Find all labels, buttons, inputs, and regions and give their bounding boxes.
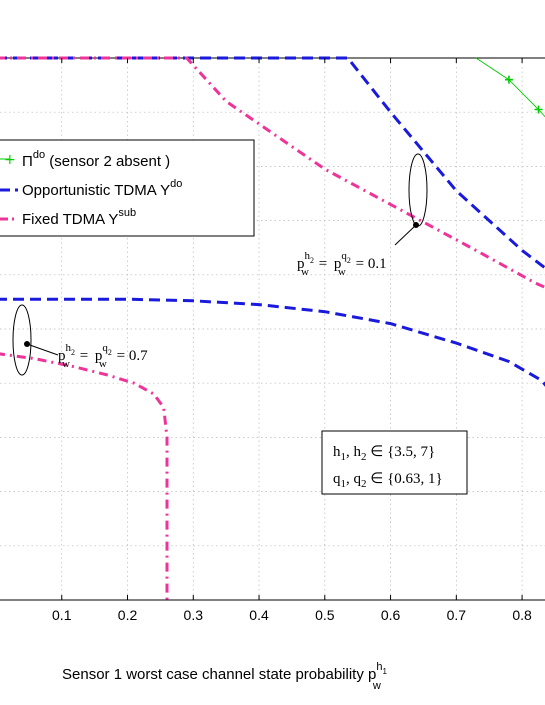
annotation-ellipse — [12, 304, 32, 376]
annotation-text: ph2 w = pq2 w = 0.7 — [58, 342, 148, 370]
x-tick-label: 0.5 — [315, 607, 335, 623]
annotation-p07: ph2 w = pq2 w = 0.7 — [12, 304, 148, 376]
annotation-text: ph2 w = pq2 w = 0.1 — [297, 250, 387, 278]
x-tick-label: 0.8 — [512, 607, 532, 623]
x-tick-label: 0.4 — [249, 607, 269, 623]
annotation-leader — [26, 343, 59, 356]
info-box-frame — [321, 430, 468, 495]
legend-item-pi: + Πdo (sensor 2 absent ) — [0, 149, 170, 170]
x-tick-label: 0.3 — [184, 607, 204, 623]
annotation-leader — [394, 224, 417, 246]
series-layer — [0, 56, 545, 600]
series-pi-marker — [534, 105, 543, 114]
x-tick-label: 0.2 — [118, 607, 138, 623]
info-box-line2: q1, q2 ∈ {0.63, 1} — [333, 471, 443, 490]
legend-item-opp: Opportunistic TDMA Υdo — [0, 178, 182, 199]
legend-swatch-marker: + — [4, 152, 16, 168]
series-opp-line — [0, 297, 545, 387]
legend-frame — [0, 139, 255, 237]
annotation-ellipse — [408, 153, 428, 227]
legend-label: Πdo (sensor 2 absent ) — [22, 149, 170, 170]
info-box-line1: h1, h2 ∈ {3.5, 7} — [333, 444, 435, 463]
legend-label: Fixed TDMA Υsub — [22, 207, 136, 228]
x-ticks: 0.10.20.30.40.50.60.70.80.91 — [52, 58, 532, 623]
series-fixed-line — [0, 56, 545, 289]
series-pi-marker — [504, 75, 513, 84]
annotation-p01: ph2 w = pq2 w = 0.1 — [297, 153, 428, 278]
info-box: h1, h2 ∈ {3.5, 7} q1, q2 ∈ {0.63, 1} — [321, 430, 468, 495]
x-tick-label: 0.1 — [52, 607, 72, 623]
x-tick-label: 0.6 — [381, 607, 401, 623]
legend: + Πdo (sensor 2 absent ) Opportunistic T… — [0, 139, 255, 237]
x-axis-label: Sensor 1 worst case channel state probab… — [62, 661, 387, 692]
grid — [0, 58, 545, 600]
legend-label: Opportunistic TDMA Υdo — [22, 178, 182, 199]
legend-item-fixed: Fixed TDMA Υsub — [0, 207, 136, 228]
series-fixed-line — [0, 352, 169, 600]
x-tick-label: 0.7 — [447, 607, 467, 623]
